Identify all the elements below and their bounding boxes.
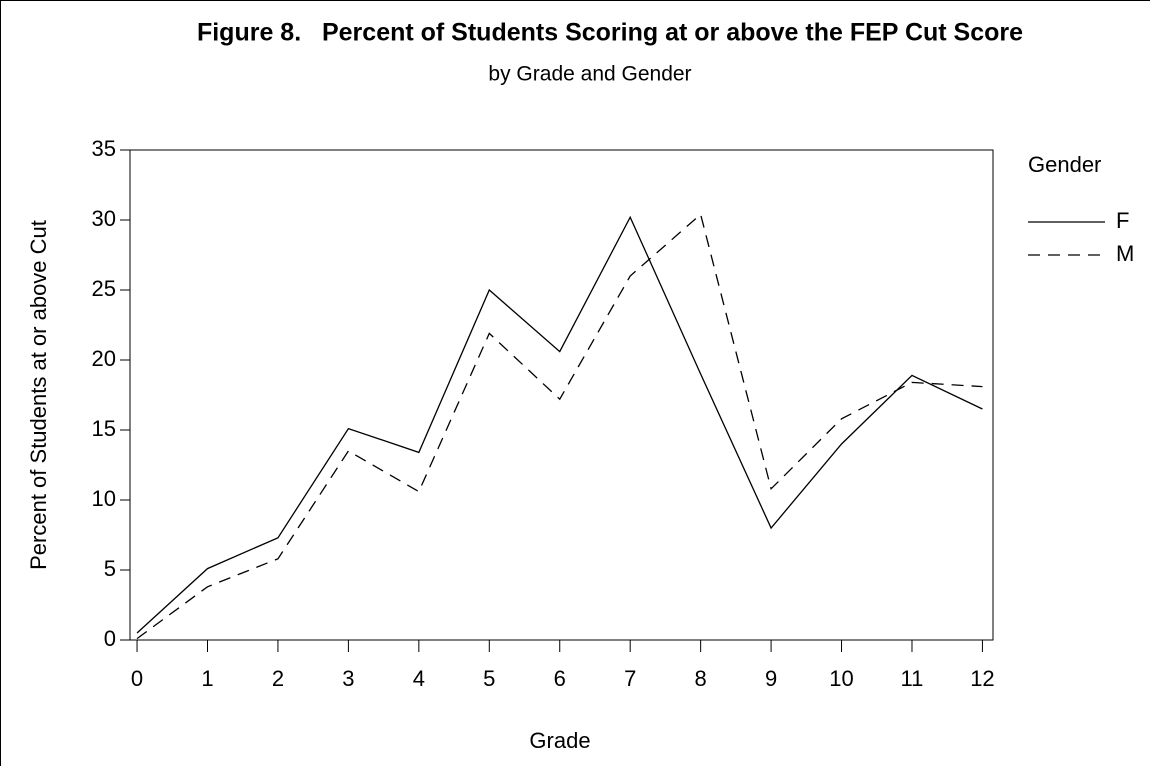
x-tick-label: 2 xyxy=(272,666,284,691)
y-tick-label: 20 xyxy=(92,346,116,371)
y-tick-label: 10 xyxy=(92,486,116,511)
legend-title: Gender xyxy=(1028,152,1101,177)
x-tick-label: 11 xyxy=(901,666,924,691)
x-tick-label: 12 xyxy=(970,666,994,691)
chart-subtitle: by Grade and Gender xyxy=(488,63,691,86)
y-tick-label: 35 xyxy=(92,136,116,161)
x-tick-label: 5 xyxy=(483,666,495,691)
legend-label: M xyxy=(1116,241,1134,266)
x-tick-label: 9 xyxy=(765,666,777,691)
y-tick-label: 0 xyxy=(104,626,116,651)
x-tick-label: 7 xyxy=(624,666,636,691)
x-tick-label: 8 xyxy=(695,666,707,691)
y-tick-label: 30 xyxy=(92,206,116,231)
chart-title: Figure 8. Percent of Students Scoring at… xyxy=(197,19,1023,47)
y-tick-label: 15 xyxy=(92,416,116,441)
x-tick-label: 3 xyxy=(342,666,354,691)
x-tick-label: 10 xyxy=(829,666,853,691)
x-tick-label: 4 xyxy=(413,666,425,691)
plot-area xyxy=(129,149,994,641)
x-tick-label: 6 xyxy=(554,666,566,691)
x-tick-label: 1 xyxy=(201,666,213,691)
x-tick-label: 0 xyxy=(131,666,143,691)
x-axis-label: Grade xyxy=(529,728,590,753)
legend-label: F xyxy=(1116,208,1129,233)
series-line xyxy=(136,213,983,640)
y-tick-label: 5 xyxy=(104,556,116,581)
y-axis-label: Percent of Students at or above Cut xyxy=(26,220,51,570)
y-tick-label: 25 xyxy=(92,276,116,301)
series-line xyxy=(136,215,983,634)
